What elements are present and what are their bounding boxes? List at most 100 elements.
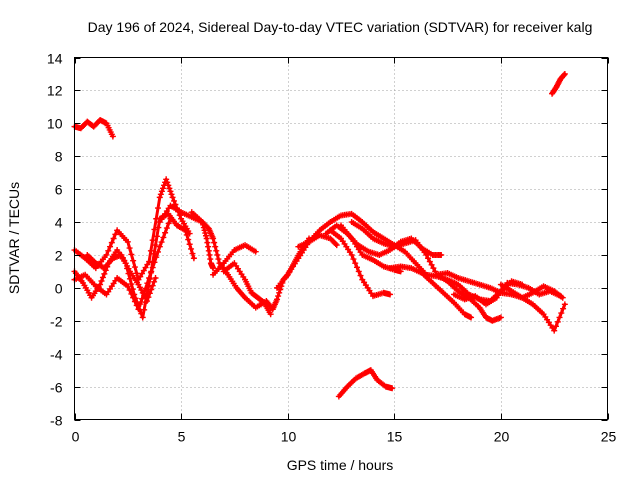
y-tick-label: -4 bbox=[50, 347, 63, 363]
x-tick-label: 10 bbox=[281, 429, 297, 445]
data-point bbox=[213, 247, 220, 254]
data-point bbox=[202, 230, 209, 237]
data-point bbox=[199, 219, 206, 226]
data-point bbox=[200, 221, 207, 228]
data-point bbox=[126, 275, 133, 282]
data-point bbox=[135, 306, 142, 313]
x-tick-label: 15 bbox=[387, 429, 403, 445]
data-point bbox=[157, 191, 164, 198]
data-point bbox=[348, 251, 355, 258]
plot-frame bbox=[74, 57, 608, 420]
data-point bbox=[133, 302, 140, 309]
x-tick-label: 5 bbox=[178, 429, 186, 445]
series-arc-9 bbox=[220, 260, 274, 318]
data-point bbox=[141, 306, 148, 313]
data-point bbox=[147, 269, 154, 276]
series-arc-4 bbox=[71, 215, 174, 313]
data-point bbox=[152, 242, 159, 249]
data-point bbox=[189, 250, 196, 257]
data-point bbox=[152, 274, 159, 281]
data-point bbox=[156, 243, 163, 250]
data-point bbox=[561, 301, 568, 308]
data-point bbox=[124, 283, 131, 290]
data-point bbox=[352, 260, 359, 267]
y-tick-label: 10 bbox=[47, 116, 63, 132]
data-point bbox=[206, 251, 213, 258]
data-point bbox=[428, 261, 435, 268]
y-tick-label: 14 bbox=[47, 51, 63, 67]
data-point bbox=[146, 258, 153, 265]
data-point bbox=[146, 274, 153, 281]
series-arc-20 bbox=[335, 367, 396, 400]
data-point bbox=[355, 268, 362, 275]
data-point bbox=[144, 280, 151, 287]
data-point bbox=[126, 287, 133, 294]
data-point bbox=[99, 274, 106, 281]
data-point bbox=[131, 264, 138, 271]
series-arc-14 bbox=[338, 222, 404, 275]
x-tick-label: 20 bbox=[494, 429, 510, 445]
data-point bbox=[210, 235, 217, 242]
data-point bbox=[156, 194, 163, 201]
data-point bbox=[200, 224, 207, 231]
data-point bbox=[130, 257, 137, 264]
data-point bbox=[214, 251, 221, 258]
data-point bbox=[107, 243, 114, 250]
data-point bbox=[101, 270, 108, 277]
y-tick-label: 4 bbox=[55, 215, 63, 231]
data-point bbox=[149, 264, 156, 271]
data-point bbox=[432, 268, 439, 275]
data-point bbox=[353, 264, 360, 271]
data-point bbox=[149, 282, 156, 289]
data-point bbox=[165, 220, 172, 227]
data-point bbox=[277, 286, 284, 293]
data-point bbox=[204, 239, 211, 246]
data-point bbox=[160, 234, 167, 241]
data-point bbox=[561, 71, 568, 78]
data-point bbox=[139, 314, 146, 321]
data-point bbox=[137, 273, 144, 280]
data-point bbox=[151, 278, 158, 285]
data-point bbox=[143, 298, 150, 305]
data-point bbox=[155, 248, 162, 255]
data-point bbox=[146, 290, 153, 297]
series-arc-21 bbox=[549, 70, 568, 97]
data-point bbox=[167, 188, 174, 195]
data-point bbox=[556, 314, 563, 321]
data-point bbox=[151, 226, 158, 233]
data-point bbox=[205, 247, 212, 254]
data-point bbox=[387, 291, 394, 298]
data-point bbox=[561, 70, 568, 77]
data-point bbox=[438, 251, 445, 258]
y-tick-label: 12 bbox=[47, 83, 63, 99]
data-point bbox=[333, 242, 340, 249]
data-point bbox=[497, 314, 504, 321]
data-point bbox=[124, 238, 131, 245]
data-point bbox=[153, 254, 160, 261]
x-tick-label: 25 bbox=[601, 429, 617, 445]
axis-ticks: 0 5 10 15 20 25 -8 -6 -4 -2 0 2 4 6 8 10 12 14 bbox=[47, 51, 617, 445]
data-point bbox=[142, 285, 149, 292]
data-point bbox=[426, 258, 433, 265]
data-point bbox=[103, 251, 110, 258]
data-point bbox=[190, 255, 197, 262]
y-tick-label: 6 bbox=[55, 182, 63, 198]
data-point bbox=[145, 294, 152, 301]
data-point bbox=[558, 310, 565, 317]
data-point bbox=[159, 185, 166, 192]
data-point bbox=[276, 289, 283, 296]
data-point bbox=[133, 270, 140, 277]
series-arc-8 bbox=[210, 242, 259, 278]
data-point bbox=[275, 293, 282, 300]
data-point bbox=[267, 311, 274, 318]
data-point bbox=[128, 281, 135, 288]
data-point bbox=[147, 247, 154, 254]
data-point bbox=[138, 310, 145, 317]
series-arc-16 bbox=[348, 219, 504, 324]
y-tick-label: -6 bbox=[50, 380, 63, 396]
data-point bbox=[188, 245, 195, 252]
x-tick-label: 0 bbox=[72, 429, 80, 445]
data-point bbox=[274, 296, 281, 303]
data-point bbox=[112, 231, 119, 238]
